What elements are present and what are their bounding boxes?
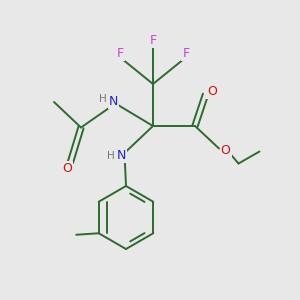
Text: N: N: [109, 94, 118, 108]
Text: O: O: [63, 162, 72, 175]
Text: O: O: [221, 144, 230, 158]
Text: F: F: [149, 34, 157, 47]
Text: H: H: [107, 151, 115, 161]
Text: O: O: [207, 85, 217, 98]
Text: N: N: [117, 149, 126, 163]
Text: H: H: [99, 94, 107, 104]
Text: F: F: [182, 46, 190, 60]
Text: F: F: [116, 46, 124, 60]
